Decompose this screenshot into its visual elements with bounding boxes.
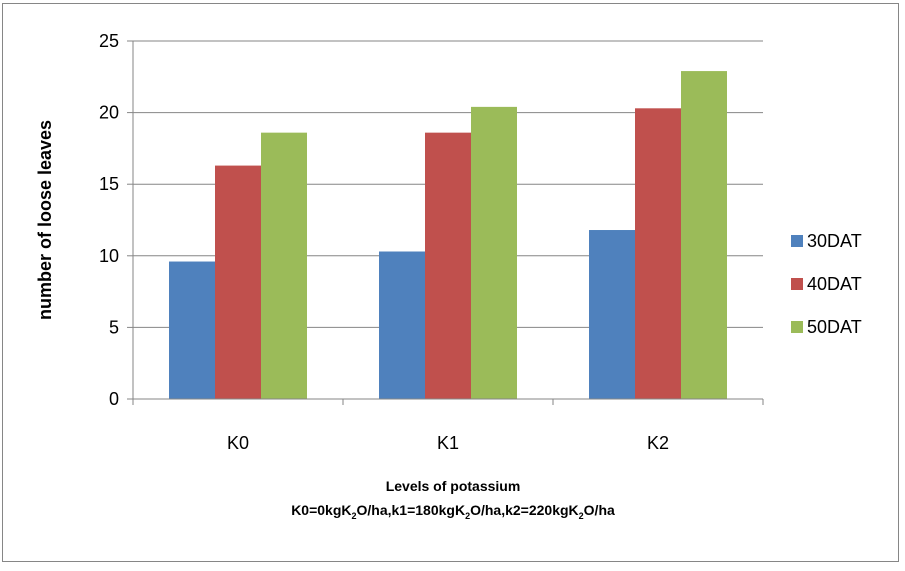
y-tick-label: 10 — [99, 246, 119, 266]
bar-40dat-k2 — [635, 108, 681, 399]
legend: 30DAT 40DAT 50DAT — [791, 231, 862, 337]
legend-label-40dat: 40DAT — [807, 274, 862, 294]
x-axis-sublabel: K0=0kgK2O/ha,k1=180kgK2O/ha,k2=220kgK2O/… — [291, 502, 615, 521]
bar-50dat-k2 — [681, 71, 727, 400]
x-axis-label: Levels of potassium — [386, 478, 521, 494]
y-tick-label: 5 — [109, 317, 119, 337]
y-axis-label: number of loose leaves — [35, 120, 55, 320]
x-tick-label: K1 — [437, 433, 459, 453]
bar-chart: 0 5 10 15 20 25 K0 K1 K2 number of loose leaves… — [35, 31, 862, 521]
legend-label-50dat: 50DAT — [807, 317, 862, 337]
bar-30dat-k2 — [589, 230, 635, 399]
bar-30dat-k0 — [169, 261, 215, 399]
legend-swatch-40dat — [791, 278, 803, 290]
bars — [169, 71, 727, 400]
legend-swatch-30dat — [791, 235, 803, 247]
x-axis-ticks: K0 K1 K2 — [132, 399, 764, 453]
bar-40dat-k0 — [215, 165, 261, 399]
x-tick-label: K2 — [647, 433, 669, 453]
y-tick-label: 25 — [99, 31, 119, 51]
bar-40dat-k1 — [425, 132, 471, 399]
x-tick-label: K0 — [227, 433, 249, 453]
bar-50dat-k1 — [471, 106, 517, 399]
bar-50dat-k0 — [261, 132, 307, 399]
legend-label-30dat: 30DAT — [807, 231, 862, 251]
y-tick-label: 20 — [99, 103, 119, 123]
bar-30dat-k1 — [379, 251, 425, 399]
legend-swatch-50dat — [791, 321, 803, 333]
y-tick-label: 0 — [109, 389, 119, 409]
y-axis-ticks: 0 5 10 15 20 25 — [99, 31, 134, 409]
chart-frame: 0 5 10 15 20 25 K0 K1 K2 number of loose leaves… — [2, 3, 899, 562]
y-tick-label: 15 — [99, 174, 119, 194]
